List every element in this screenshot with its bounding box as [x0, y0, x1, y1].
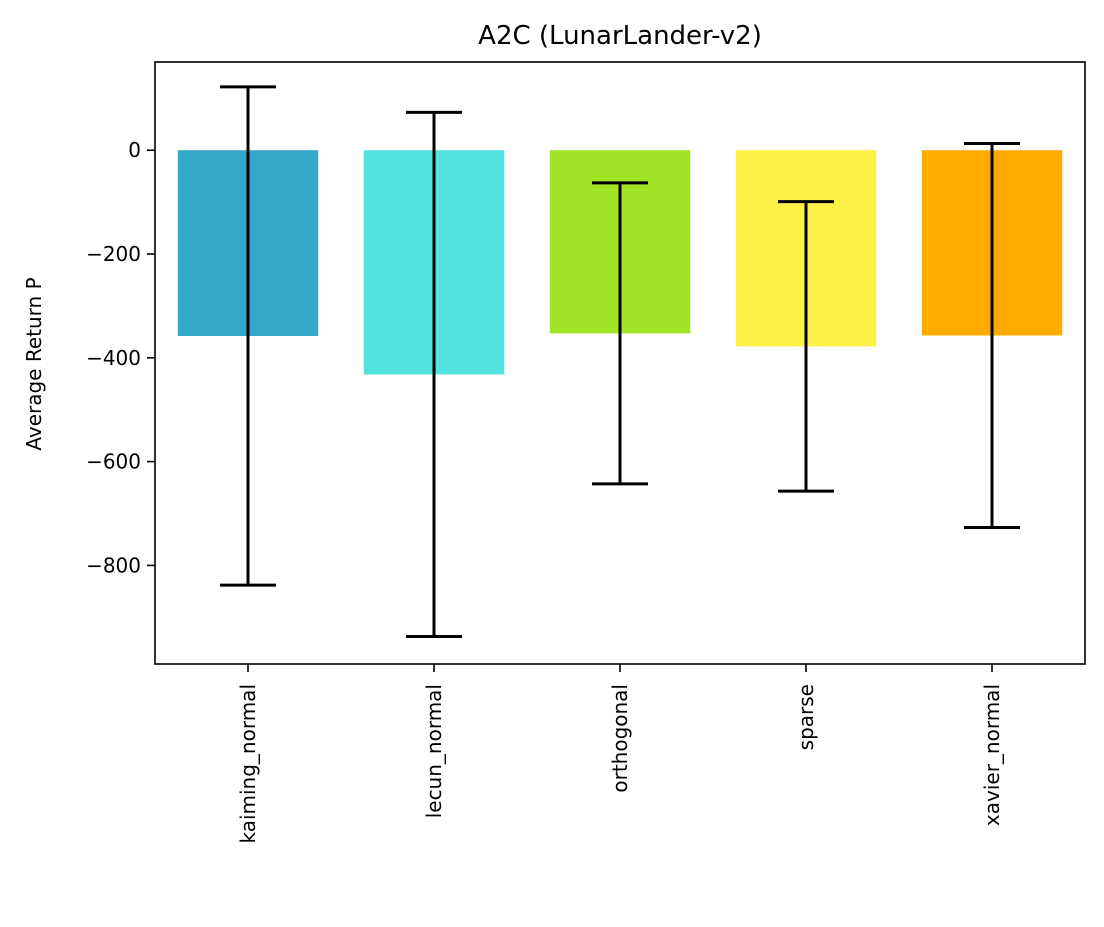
y-tick-label: −600	[86, 450, 141, 474]
x-tick-label: sparse	[794, 684, 818, 750]
y-tick-label: −200	[86, 242, 141, 266]
error-bar-sparse	[778, 200, 834, 493]
x-tick-label: lecun_normal	[422, 684, 446, 818]
error-bar-xavier_normal	[964, 141, 1020, 530]
x-tick-label: kaiming_normal	[236, 684, 260, 844]
y-axis: 0 −200 −400 −600 −800	[86, 138, 155, 577]
chart-title: A2C (LunarLander-v2)	[478, 21, 762, 51]
x-tick-label: xavier_normal	[980, 684, 1004, 826]
error-bar-orthogonal	[592, 181, 648, 486]
x-tick-label: orthogonal	[608, 684, 632, 793]
y-tick-label: −400	[86, 346, 141, 370]
error-bars-group	[220, 85, 1020, 638]
y-tick-label: 0	[128, 138, 141, 162]
x-axis: kaiming_normal lecun_normal orthogonal spar…	[236, 664, 1004, 844]
y-tick-label: −800	[86, 553, 141, 577]
error-bar-lecun_normal	[406, 110, 462, 638]
y-axis-label: Average Return P	[22, 277, 46, 450]
error-bar-kaiming_normal	[220, 85, 276, 587]
